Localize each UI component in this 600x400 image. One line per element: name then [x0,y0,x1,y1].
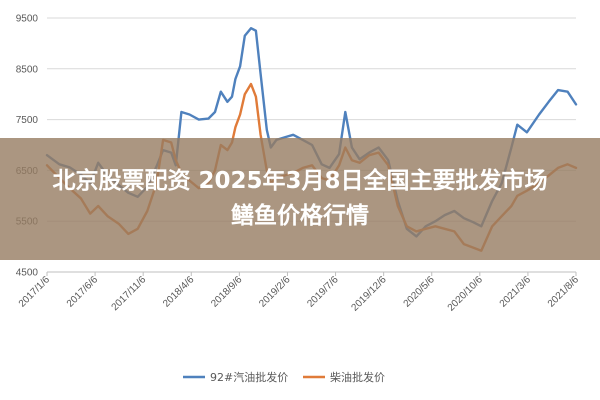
x-tick-label-5: 2019/2/6 [257,274,293,310]
x-tick-label-9: 2020/10/6 [446,274,486,314]
x-tick-label-8: 2020/5/6 [402,274,438,310]
y-tick-label-8500: 8500 [16,64,39,75]
x-axis: 2017/1/6 2017/6/6 2017/11/6 2018/4/6 2018/9/… [17,271,582,314]
y-tick-label-9500: 9500 [16,14,39,25]
y-tick-label-7500: 7500 [16,115,39,126]
x-tick-label-4: 2018/9/6 [209,274,245,310]
headline-line-1: 北京股票配资 2025年3月8日全国主要批发市场 [52,168,548,194]
x-tick-label-0: 2017/1/6 [17,274,53,310]
legend-label-1: 柴油批发价 [330,370,385,384]
x-tick-label-1: 2017/6/6 [65,274,101,310]
x-tick-label-10: 2021/3/6 [498,274,534,310]
x-tick-label-6: 2019/7/6 [305,274,341,310]
x-tick-label-3: 2018/4/6 [161,274,197,310]
y-tick-label-4500: 4500 [16,268,39,279]
x-tick-label-2: 2017/11/6 [110,274,149,313]
legend: 92#汽油批发价 柴油批发价 [183,370,385,384]
headline-banner: 北京股票配资 2025年3月8日全国主要批发市场 鳝鱼价格行情 [0,138,600,260]
legend-label-0: 92#汽油批发价 [210,370,288,384]
headline-line-2: 鳝鱼价格行情 [231,203,369,229]
x-tick-label-7: 2019/12/6 [350,274,390,314]
x-tick-label-11: 2021/8/6 [546,274,582,310]
